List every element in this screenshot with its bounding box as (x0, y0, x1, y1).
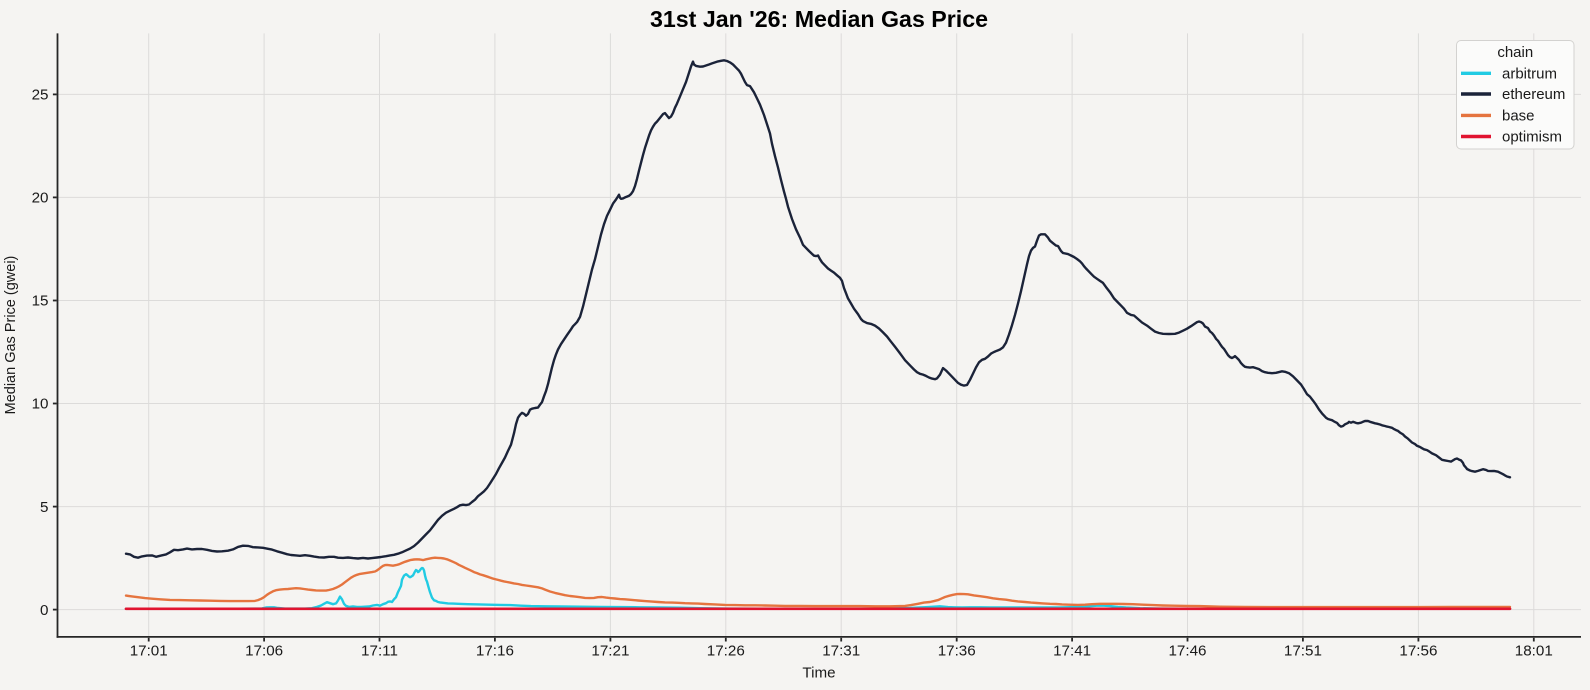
svg-text:17:16: 17:16 (476, 643, 514, 660)
svg-text:17:01: 17:01 (130, 643, 168, 660)
svg-text:31st Jan '26: Median Gas Price: 31st Jan '26: Median Gas Price (650, 6, 988, 32)
svg-text:17:56: 17:56 (1399, 643, 1437, 660)
svg-text:15: 15 (32, 293, 49, 310)
svg-text:18:01: 18:01 (1515, 643, 1553, 660)
svg-text:20: 20 (32, 190, 49, 207)
svg-text:Time: Time (802, 665, 835, 682)
svg-text:Median Gas Price (gwei): Median Gas Price (gwei) (3, 256, 19, 415)
svg-text:ethereum: ethereum (1502, 86, 1565, 103)
svg-text:17:11: 17:11 (361, 643, 398, 660)
svg-text:17:06: 17:06 (245, 643, 283, 660)
svg-text:17:46: 17:46 (1168, 643, 1206, 660)
svg-text:17:21: 17:21 (591, 643, 629, 660)
svg-text:base: base (1502, 107, 1535, 124)
svg-text:5: 5 (40, 499, 48, 516)
svg-text:optimism: optimism (1502, 129, 1562, 146)
svg-text:arbitrum: arbitrum (1502, 65, 1557, 82)
svg-text:17:41: 17:41 (1053, 643, 1091, 660)
svg-text:17:36: 17:36 (938, 643, 976, 660)
svg-text:17:31: 17:31 (822, 643, 860, 660)
svg-text:10: 10 (32, 396, 49, 413)
svg-text:25: 25 (32, 87, 49, 104)
svg-text:17:26: 17:26 (707, 643, 745, 660)
svg-text:chain: chain (1497, 44, 1533, 61)
svg-text:0: 0 (40, 602, 48, 619)
svg-text:17:51: 17:51 (1284, 643, 1322, 660)
